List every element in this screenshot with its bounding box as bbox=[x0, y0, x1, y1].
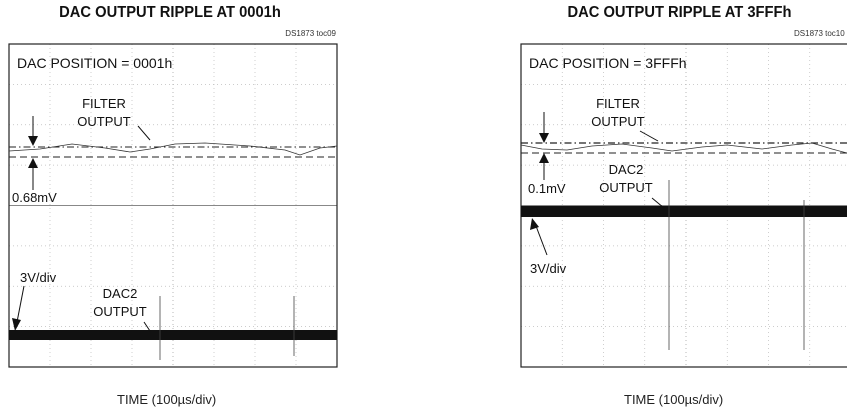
scale-arrowhead bbox=[12, 318, 21, 331]
ripple-value-label: 0.68mV bbox=[12, 190, 57, 205]
dac-position-label: DAC POSITION = 3FFFh bbox=[529, 55, 687, 71]
scope-plot: DAC POSITION = 3FFFh FILTER OUTPUT 0.1mV… bbox=[520, 43, 847, 368]
scale-arrow bbox=[535, 225, 548, 256]
dac2-output-trace bbox=[9, 330, 337, 340]
chart-panel-left: DAC OUTPUT RIPPLE AT 0001h DS1873 toc09 … bbox=[0, 0, 340, 412]
filter-output-trace bbox=[8, 142, 338, 156]
ripple-value-label: 0.1mV bbox=[528, 181, 566, 196]
dac2-label-line1: DAC2 bbox=[103, 286, 138, 301]
filter-label-line1: FILTER bbox=[82, 96, 126, 111]
dac2-label-line2: OUTPUT bbox=[93, 304, 147, 319]
ripple-arrowhead-bottom bbox=[28, 158, 38, 168]
dac2-label-line1: DAC2 bbox=[609, 162, 644, 177]
filter-label-line2: OUTPUT bbox=[591, 114, 645, 129]
filter-label-line2: OUTPUT bbox=[77, 114, 131, 129]
scale-label: 3V/div bbox=[530, 261, 567, 276]
scope-grid bbox=[9, 44, 337, 367]
scale-label: 3V/div bbox=[20, 270, 57, 285]
filter-label-line1: FILTER bbox=[596, 96, 640, 111]
scale-arrow bbox=[16, 285, 25, 323]
dac-position-label: DAC POSITION = 0001h bbox=[17, 55, 172, 71]
ripple-arrowhead-bottom bbox=[539, 153, 549, 163]
scope-frame bbox=[8, 43, 338, 368]
x-axis-label: TIME (100µs/div) bbox=[117, 392, 217, 407]
scope-grid bbox=[521, 44, 847, 367]
figure-id: DS1873 toc09 bbox=[285, 29, 336, 38]
chart-title: DAC OUTPUT RIPPLE AT 0001h bbox=[59, 4, 281, 21]
ripple-arrowhead-top bbox=[539, 133, 549, 143]
scope-plot: DAC POSITION = 0001h FILTER OUTPUT 0.68m… bbox=[8, 43, 338, 368]
dac2-label-line2: OUTPUT bbox=[599, 180, 653, 195]
chart-title: DAC OUTPUT RIPPLE AT 3FFFh bbox=[567, 4, 792, 21]
dac2-output-trace bbox=[521, 206, 847, 217]
dac2-label-leader bbox=[651, 197, 665, 209]
dac2-label-leader bbox=[143, 321, 151, 332]
scope-frame bbox=[520, 43, 847, 368]
ripple-arrowhead-top bbox=[28, 136, 38, 146]
scale-arrowhead bbox=[530, 218, 539, 230]
figure-id: DS1873 toc10 bbox=[794, 29, 845, 38]
filter-label-leader bbox=[639, 130, 659, 142]
chart-panel-right: DAC OUTPUT RIPPLE AT 3FFFh DS1873 toc10 … bbox=[512, 0, 847, 412]
x-axis-label: TIME (100µs/div) bbox=[624, 392, 724, 407]
filter-label-leader bbox=[137, 125, 151, 141]
filter-output-trace bbox=[520, 142, 847, 154]
